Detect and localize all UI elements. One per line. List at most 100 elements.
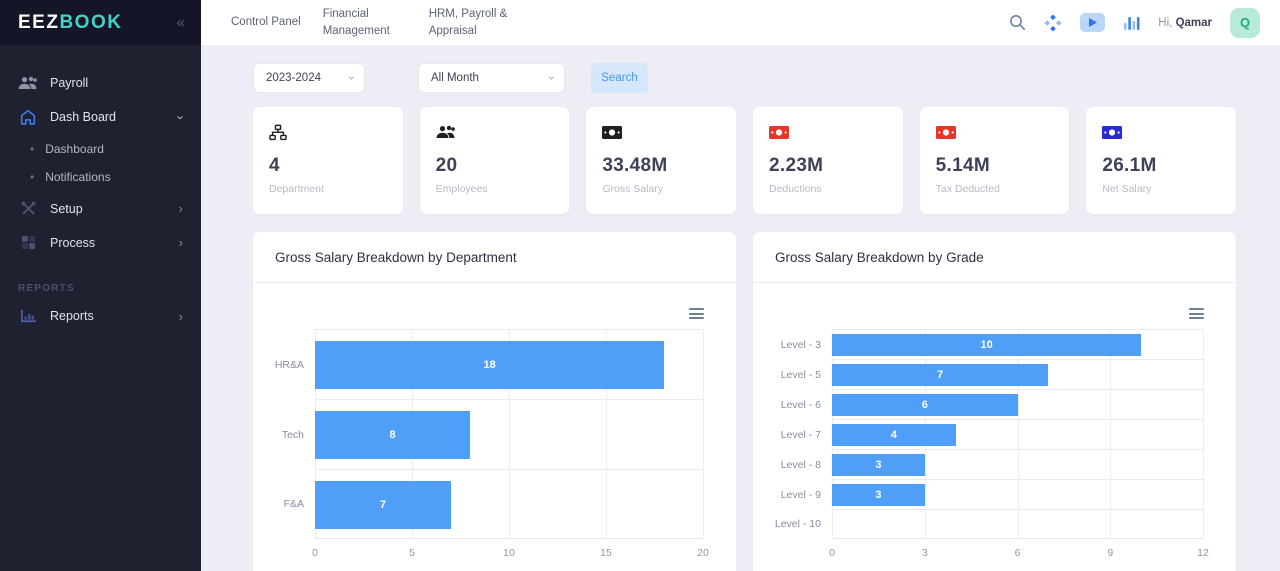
home-icon [18, 108, 38, 126]
sitemap-icon [269, 124, 387, 140]
bar: 3 [832, 454, 925, 476]
sidebar-item-reports[interactable]: Reports › [0, 300, 201, 332]
chevron-down-icon: › [545, 76, 559, 80]
sidebar-nav: Payroll Dash Board › • Dashboard • Notif… [0, 45, 201, 332]
chart-title: Gross Salary Breakdown by Grade [775, 249, 984, 265]
content: 2023-2024 › All Month › Search 4 Departm… [201, 45, 1280, 571]
bar-chart-icon [18, 309, 38, 323]
chart-menu-icon[interactable] [689, 308, 704, 319]
bar-value-label: 6 [921, 399, 928, 411]
bar: 6 [832, 394, 1018, 416]
users-icon [436, 124, 554, 140]
chart-row: Tech 8 [282, 399, 703, 469]
sidebar: EEZBOOK « Payroll Dash Board › • Dashboa… [0, 0, 201, 571]
main-area: Control Panel Financial Management HRM, … [201, 0, 1280, 571]
stat-label: Net Salary [1102, 183, 1152, 195]
stat-value: 5.14M [935, 155, 990, 176]
users-icon [18, 76, 38, 90]
department-bar-chart: HR&A 18 Tech 8 F&A 7 0 5 10 15 20 [253, 329, 709, 561]
bar-value-label: 3 [875, 489, 882, 501]
x-tick-label: 10 [503, 547, 515, 559]
chart-row: Level - 6 6 [781, 389, 1203, 419]
bar-value-label: 7 [379, 499, 386, 511]
chart-row: Level - 7 4 [781, 419, 1203, 449]
stat-card-net-salary: 26.1M Net Salary [1086, 107, 1236, 214]
category-label: Level - 6 [780, 398, 821, 411]
bar-value-label: 4 [890, 429, 897, 441]
sidebar-header: EEZBOOK « [0, 0, 201, 45]
charts-row: Gross Salary Breakdown by Department HR&… [253, 232, 1236, 571]
video-play-icon[interactable] [1080, 13, 1106, 32]
nav-financial-management[interactable]: Financial Management [322, 7, 390, 37]
sidebar-subitem-notifications[interactable]: • Notifications [0, 163, 201, 191]
stat-label: Department [269, 183, 324, 195]
year-select[interactable]: 2023-2024 › [253, 63, 365, 93]
topbar-nav: Control Panel Financial Management HRM, … [231, 6, 513, 39]
bar: 7 [832, 364, 1049, 386]
x-tick-label: 0 [829, 547, 835, 559]
chart-x-axis: 0 5 10 15 20 [312, 539, 709, 561]
chart-plot-area: Level - 3 10 Level - 5 7 Level - 6 6 Level - 7… [775, 329, 1204, 539]
sidebar-collapse-icon[interactable]: « [176, 14, 185, 31]
chart-row: F&A 7 [284, 469, 703, 539]
bar: 18 [315, 341, 665, 389]
bar-value-label: 18 [483, 359, 496, 371]
sidebar-subitem-dashboard[interactable]: • Dashboard [0, 135, 201, 163]
avatar[interactable]: Q [1230, 7, 1260, 38]
sidebar-item-setup[interactable]: Setup › [0, 191, 201, 226]
month-select-value: All Month [431, 72, 479, 84]
x-tick-label: 0 [312, 547, 318, 559]
logo-text-primary: EEZ [18, 11, 60, 33]
category-label: Level - 8 [780, 458, 821, 471]
money-bill-icon [602, 124, 720, 140]
stat-card-department: 4 Department [253, 107, 403, 214]
chart-body: Level - 3 10 Level - 5 7 Level - 6 6 Level - 7… [753, 283, 1236, 571]
money-bill-icon [1102, 124, 1220, 140]
gridline [1017, 329, 1019, 539]
month-select[interactable]: All Month › [418, 63, 565, 93]
gridline [1203, 329, 1204, 539]
money-bill-icon [769, 124, 887, 140]
gridline [1110, 329, 1112, 539]
category-label: Level - 5 [780, 368, 821, 381]
tools-icon [18, 200, 38, 217]
sidebar-item-process[interactable]: Process › [0, 226, 201, 259]
stat-label: Tax Deducted [935, 183, 1000, 195]
x-tick-label: 3 [921, 547, 928, 559]
x-tick-label: 20 [697, 547, 709, 559]
category-label: Level - 9 [780, 488, 821, 501]
bar: 10 [832, 334, 1142, 356]
bar-value-label: 10 [980, 339, 993, 351]
chart-x-axis: 0 3 6 9 12 [829, 539, 1209, 561]
nav-hrm-payroll-appraisal[interactable]: HRM, Payroll & Appraisal [428, 7, 508, 37]
x-tick-label: 5 [409, 547, 415, 559]
bar: 7 [315, 481, 451, 529]
stat-label: Deductions [769, 183, 822, 195]
stat-label: Employees [435, 183, 488, 195]
user-name: Qamar [1175, 16, 1212, 29]
bar-value-label: 3 [875, 459, 882, 471]
chart-title: Gross Salary Breakdown by Department [275, 249, 517, 265]
stat-label: Gross Salary [602, 183, 664, 195]
bar-chart-icon[interactable] [1123, 15, 1140, 31]
chevron-right-icon: › [178, 201, 183, 216]
category-label: F&A [283, 498, 304, 510]
nav-control-panel[interactable]: Control Panel [231, 16, 301, 29]
sidebar-item-payroll[interactable]: Payroll [0, 67, 201, 99]
stat-cards: 4 Department 20 Employees 33.48M Gross S… [253, 107, 1236, 214]
stat-value: 20 [435, 155, 458, 176]
sidebar-item-label: Payroll [50, 76, 89, 90]
search-icon[interactable] [1009, 14, 1026, 31]
apps-diamond-icon[interactable] [1044, 14, 1062, 32]
logo-text-accent: BOOK [59, 11, 123, 33]
x-tick-label: 12 [1197, 547, 1209, 559]
chart-menu-icon[interactable] [1189, 308, 1204, 319]
sidebar-item-dashboard-group[interactable]: Dash Board › [0, 99, 201, 135]
topbar: Control Panel Financial Management HRM, … [201, 0, 1280, 45]
stat-card-employees: 20 Employees [419, 107, 570, 214]
stat-card-deductions: 2.23M Deductions [753, 107, 903, 214]
sidebar-subitem-label: Dashboard [45, 142, 104, 156]
stat-value: 4 [269, 155, 280, 176]
search-button[interactable]: Search [591, 63, 648, 93]
